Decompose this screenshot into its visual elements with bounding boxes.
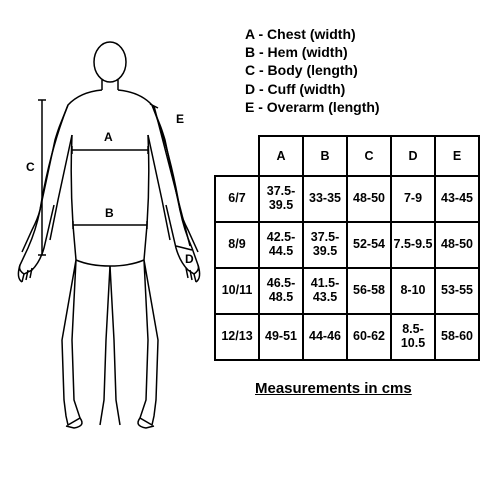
label-c: C xyxy=(26,160,35,174)
cell: 37.5-39.5 xyxy=(303,222,347,268)
cell: 7.5-9.5 xyxy=(391,222,435,268)
size-cell: 10/11 xyxy=(215,268,259,314)
table-row: 6/7 37.5-39.5 33-35 48-50 7-9 43-45 xyxy=(215,176,479,222)
cell: 60-62 xyxy=(347,314,391,360)
cell: 37.5-39.5 xyxy=(259,176,303,222)
corner-cell xyxy=(215,136,259,176)
cell: 49-51 xyxy=(259,314,303,360)
legend-a: A - Chest (width) xyxy=(245,25,380,43)
label-b: B xyxy=(105,206,114,220)
cell: 8-10 xyxy=(391,268,435,314)
col-b: B xyxy=(303,136,347,176)
size-cell: 12/13 xyxy=(215,314,259,360)
table-row: 10/11 46.5-48.5 41.5-43.5 56-58 8-10 53-… xyxy=(215,268,479,314)
legend: A - Chest (width) B - Hem (width) C - Bo… xyxy=(245,25,380,116)
legend-e: E - Overarm (length) xyxy=(245,98,380,116)
label-a: A xyxy=(104,130,113,144)
col-c: C xyxy=(347,136,391,176)
cell: 46.5-48.5 xyxy=(259,268,303,314)
cell: 8.5-10.5 xyxy=(391,314,435,360)
col-e: E xyxy=(435,136,479,176)
cell: 33-35 xyxy=(303,176,347,222)
col-d: D xyxy=(391,136,435,176)
body-diagram: A B C D E xyxy=(10,30,210,430)
size-table: A B C D E 6/7 37.5-39.5 33-35 48-50 7-9 … xyxy=(214,135,480,361)
cell: 44-46 xyxy=(303,314,347,360)
cell: 48-50 xyxy=(347,176,391,222)
size-cell: 8/9 xyxy=(215,222,259,268)
table-header-row: A B C D E xyxy=(215,136,479,176)
cell: 56-58 xyxy=(347,268,391,314)
table-row: 12/13 49-51 44-46 60-62 8.5-10.5 58-60 xyxy=(215,314,479,360)
legend-b: B - Hem (width) xyxy=(245,43,380,61)
label-d: D xyxy=(185,252,194,266)
cell: 41.5-43.5 xyxy=(303,268,347,314)
cell: 42.5-44.5 xyxy=(259,222,303,268)
units-footer: Measurements in cms xyxy=(255,380,412,397)
col-a: A xyxy=(259,136,303,176)
cell: 7-9 xyxy=(391,176,435,222)
body-svg xyxy=(10,30,210,430)
table-row: 8/9 42.5-44.5 37.5-39.5 52-54 7.5-9.5 48… xyxy=(215,222,479,268)
legend-c: C - Body (length) xyxy=(245,61,380,79)
cell: 43-45 xyxy=(435,176,479,222)
size-cell: 6/7 xyxy=(215,176,259,222)
cell: 48-50 xyxy=(435,222,479,268)
label-e: E xyxy=(176,112,184,126)
legend-d: D - Cuff (width) xyxy=(245,80,380,98)
cell: 53-55 xyxy=(435,268,479,314)
cell: 58-60 xyxy=(435,314,479,360)
cell: 52-54 xyxy=(347,222,391,268)
